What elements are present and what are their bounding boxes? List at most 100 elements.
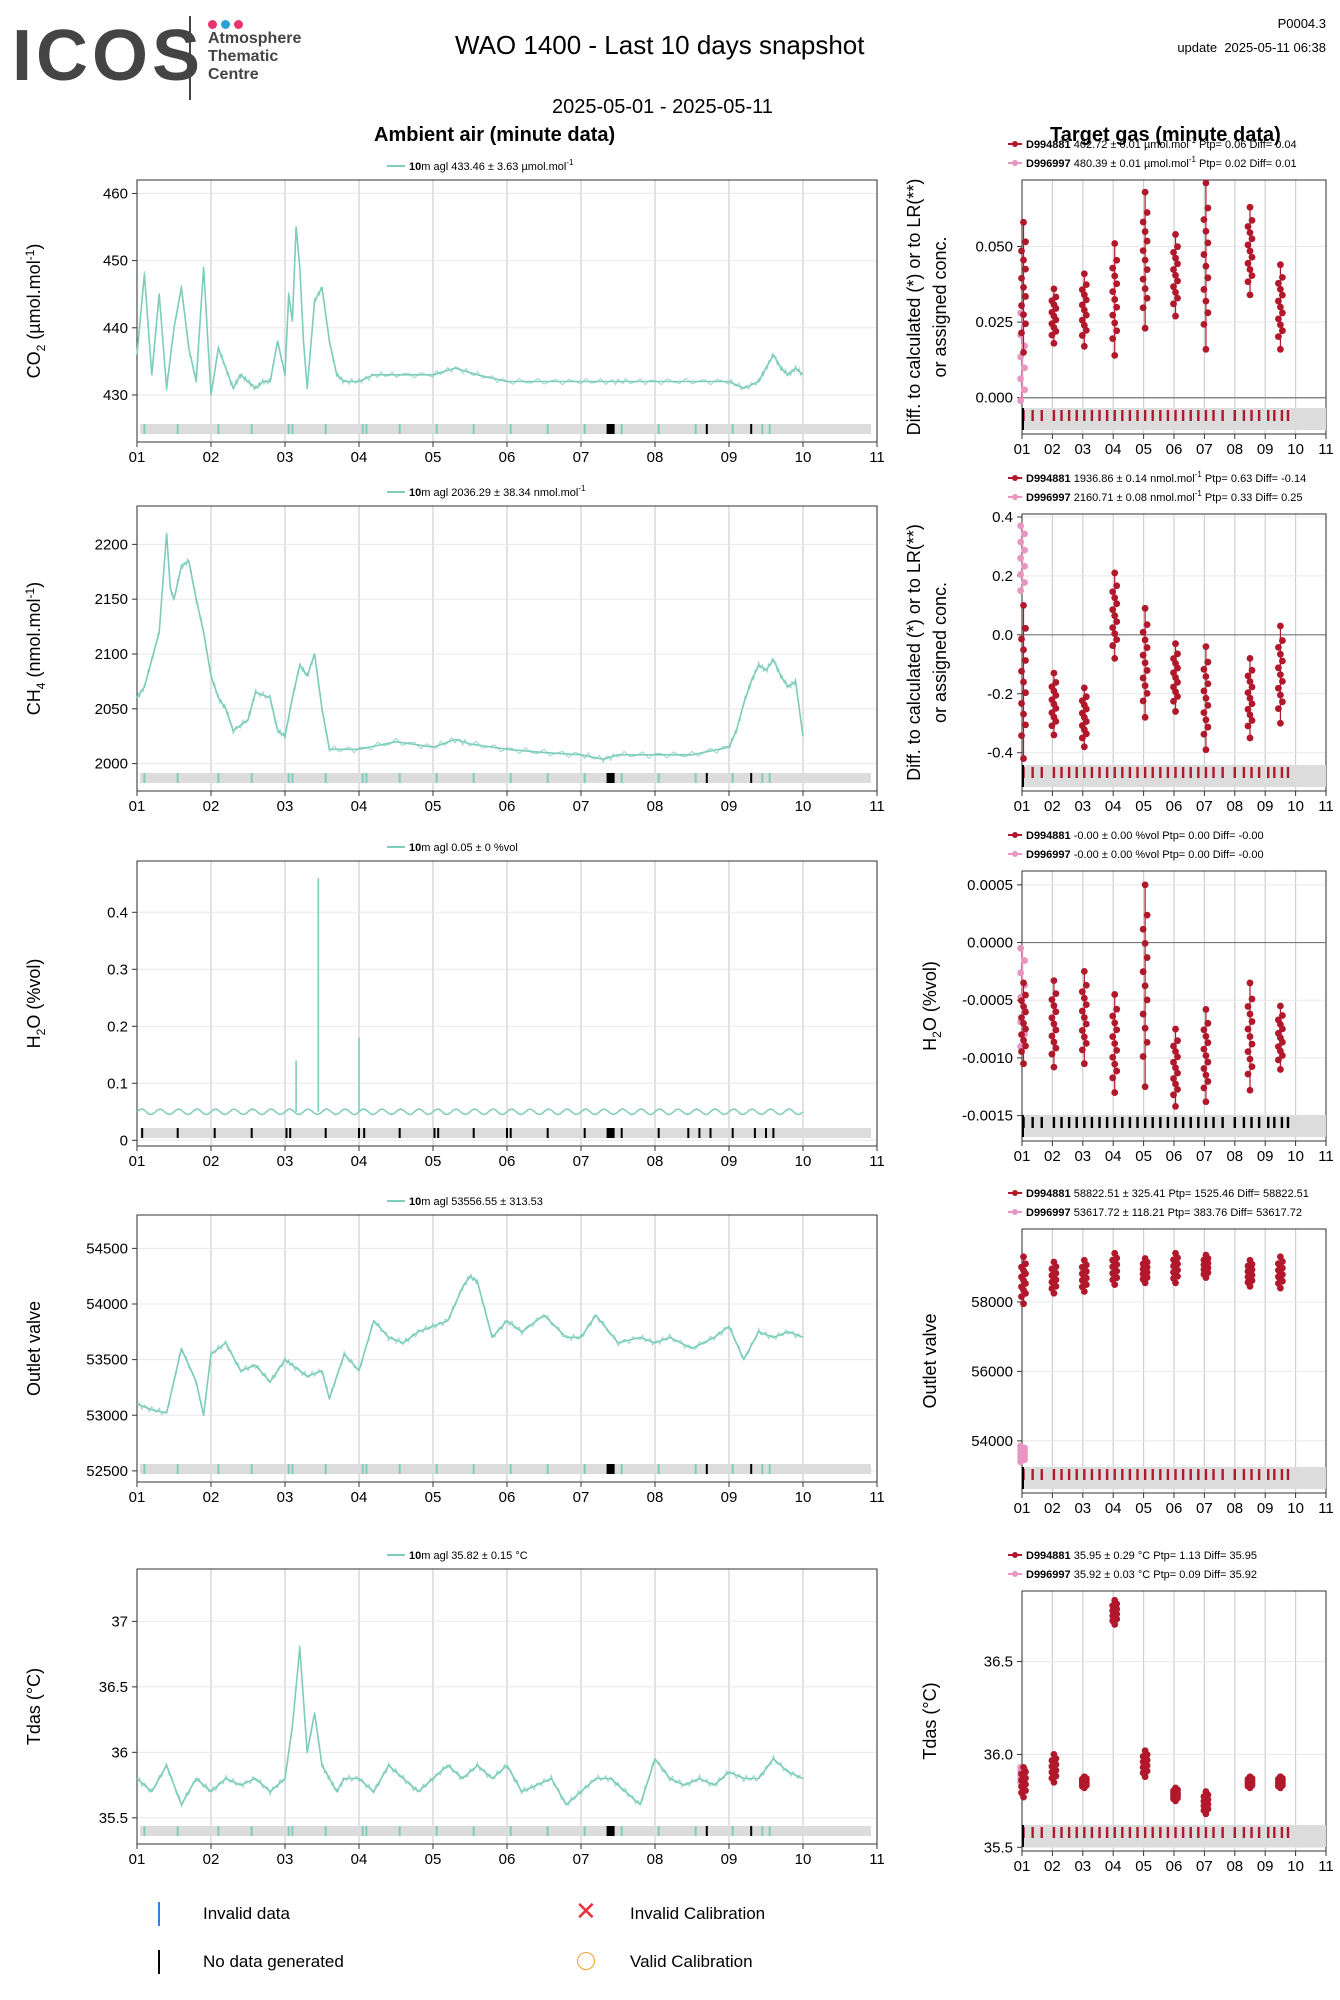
status-tick (731, 1464, 734, 1474)
target1-point (1246, 979, 1254, 987)
target1-point (1050, 285, 1058, 293)
target1-point (1200, 1084, 1208, 1092)
x-tick-label: 04 (1105, 798, 1122, 815)
x-tick-label: 10 (795, 1153, 812, 1170)
series-noise (136, 227, 803, 396)
status-tick (361, 1464, 364, 1474)
target1-point (1248, 717, 1256, 724)
status-tick (433, 1128, 436, 1138)
status-tick (291, 773, 294, 783)
target1-point (1109, 1012, 1117, 1020)
target1-point (1275, 333, 1282, 341)
x-tick-label: 06 (1166, 1500, 1183, 1517)
status-tick (1083, 767, 1086, 778)
target1-point (1204, 239, 1212, 247)
target1-point (1113, 256, 1121, 264)
target1-point (1172, 254, 1179, 262)
target1-point (1111, 569, 1119, 577)
status-tick (1143, 1117, 1147, 1128)
status-tick (1031, 410, 1034, 421)
target1-point (1202, 1006, 1210, 1013)
target1-point (1141, 1279, 1149, 1287)
x-tick-label: 05 (1135, 1858, 1152, 1875)
status-tick (143, 424, 146, 434)
target-legend-label: D996997 480.39 ± 0.01 µmol.mol-1 Ptp= 0.… (1026, 155, 1297, 170)
y-tick-label: -0.2 (987, 686, 1013, 703)
status-tick (1197, 410, 1200, 421)
x-tick-label: 03 (1074, 1148, 1091, 1165)
status-tick (768, 1826, 771, 1836)
status-tick (472, 1128, 475, 1138)
target1-point (1277, 1002, 1284, 1010)
target1-point (1246, 711, 1254, 719)
status-tick (1189, 1117, 1192, 1128)
target1-point (1141, 982, 1149, 990)
target1-point (1143, 237, 1151, 245)
status-tick (620, 424, 623, 434)
target2-point (1021, 957, 1029, 964)
status-tick (546, 1826, 549, 1836)
x-tick-label: 03 (277, 449, 294, 466)
y-tick-label: 0.4 (107, 904, 128, 921)
status-tick (694, 773, 697, 783)
target1-point (1248, 683, 1256, 691)
status-tick (1212, 1827, 1215, 1838)
status-tick (1267, 410, 1270, 421)
status-tick (1060, 1469, 1063, 1480)
status-tick (1204, 1117, 1208, 1128)
status-tick (1083, 410, 1086, 421)
y-tick-label: 52500 (86, 1463, 128, 1480)
target1-point (1204, 1078, 1212, 1085)
status-tick (1257, 1827, 1261, 1838)
target1-point (1200, 286, 1208, 293)
target1-point (1111, 319, 1119, 327)
target1-point (1279, 657, 1286, 665)
x-tick-label: 05 (425, 1153, 442, 1170)
target1-point (1048, 1032, 1056, 1040)
status-tick (506, 1128, 508, 1138)
target1-point (1174, 294, 1181, 302)
target1-point (1082, 1001, 1090, 1009)
x-tick-label: 09 (721, 1851, 738, 1868)
target1-point (1202, 345, 1210, 353)
x-tick-label: 02 (203, 1153, 220, 1170)
status-tick (1221, 1827, 1224, 1838)
target1-point (1113, 327, 1121, 335)
target1-point (1244, 241, 1252, 249)
ylabel-sub: 2 (930, 1031, 944, 1038)
target1-point (1170, 1075, 1177, 1082)
x-tick-label: 08 (647, 798, 664, 815)
y-tick-label: 0.1 (107, 1075, 128, 1092)
status-tick (1098, 410, 1101, 421)
x-tick-label: 02 (1044, 798, 1061, 815)
status-tick (1242, 767, 1246, 778)
status-tick (361, 1826, 364, 1836)
ylabel-part: CO (24, 351, 44, 378)
target1-point (1111, 351, 1119, 359)
target1-point (1204, 1058, 1212, 1066)
cylinder-id: D996997 (1026, 1207, 1071, 1219)
status-tick (1189, 1827, 1192, 1838)
target1-point (1050, 1038, 1058, 1046)
status-tick (606, 773, 615, 783)
x-tick-label: 10 (1287, 798, 1304, 815)
target1-point (1111, 1621, 1119, 1628)
status-tick (1121, 1117, 1124, 1128)
status-tick (1075, 410, 1078, 421)
status-tick (1031, 1117, 1034, 1128)
status-tick (750, 773, 753, 783)
target-legend-label: D994881 35.95 ± 0.29 °C Ptp= 1.13 Diff= … (1026, 1550, 1257, 1562)
target-legend-label: D994881 58822.51 ± 325.41 Ptp= 1525.46 D… (1026, 1188, 1309, 1200)
target-legend-label: D996997 2160.71 ± 0.08 nmol.mol-1 Ptp= 0… (1026, 489, 1303, 504)
x-tick-label: 11 (869, 1489, 885, 1506)
target1-point (1050, 1258, 1058, 1266)
status-tick (1052, 1827, 1056, 1838)
status-tick (472, 424, 475, 434)
target1-point (1277, 719, 1284, 727)
x-tick-label: 11 (1318, 441, 1334, 458)
target1-point (1111, 991, 1119, 998)
status-tick (1221, 1117, 1224, 1128)
status-tick (1052, 1469, 1056, 1480)
red-cross-icon: ✕ (575, 1896, 597, 1926)
